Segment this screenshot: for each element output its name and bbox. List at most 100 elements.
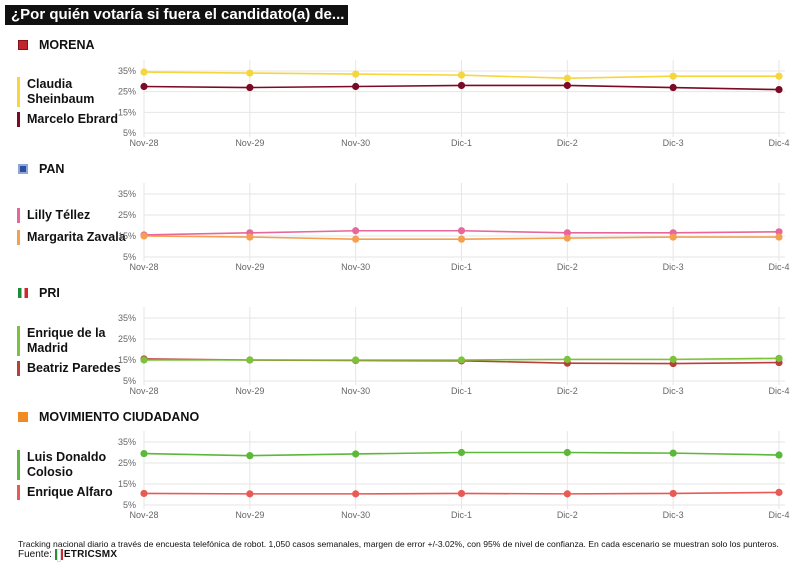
x-tick-label: Nov-30: [341, 386, 370, 396]
legend-label: Enrique Alfaro: [27, 485, 113, 499]
legend-label: Madrid: [27, 341, 68, 355]
party-header-morena: MORENA: [18, 37, 95, 53]
data-point: [352, 70, 360, 78]
y-tick-label: 25%: [118, 334, 136, 344]
legend-label: Margarita Zavala: [27, 230, 126, 244]
data-point: [140, 356, 148, 364]
y-tick-label: 35%: [118, 189, 136, 199]
metricsmx-logo: ETRICSMX: [54, 549, 117, 562]
pan-logo-icon: [18, 164, 28, 174]
data-point: [246, 233, 254, 241]
party-header-pri: PRI: [18, 285, 60, 301]
x-tick-label: Dic-1: [451, 386, 472, 396]
data-point: [352, 356, 360, 364]
x-tick-label: Dic-3: [663, 386, 684, 396]
y-tick-label: 35%: [118, 66, 136, 76]
y-tick-label: 25%: [118, 210, 136, 220]
x-tick-label: Nov-30: [341, 510, 370, 520]
party-header-pan: PAN: [18, 161, 64, 177]
x-tick-label: Dic-1: [451, 510, 472, 520]
data-point: [457, 356, 466, 364]
logo-flag-icon: [54, 549, 63, 562]
data-point: [352, 490, 360, 498]
data-point: [775, 233, 783, 241]
data-point: [457, 235, 466, 243]
x-tick-label: Nov-29: [235, 138, 264, 148]
x-tick-label: Dic-2: [557, 510, 578, 520]
data-point: [669, 449, 677, 457]
party-name: PRI: [39, 286, 60, 300]
legend-de-la-madrid: Enrique de la Madrid: [17, 326, 106, 356]
x-tick-label: Dic-4: [768, 262, 789, 272]
data-point: [352, 235, 360, 243]
data-point: [246, 69, 254, 77]
data-point: [457, 71, 466, 79]
data-point: [775, 86, 783, 94]
data-point: [457, 81, 466, 90]
x-tick-label: Nov-30: [341, 138, 370, 148]
legend-sheinbaum: Claudia Sheinbaum: [17, 77, 94, 107]
x-tick-label: Dic-3: [663, 510, 684, 520]
data-point: [457, 489, 466, 498]
legend-label: Sheinbaum: [27, 92, 95, 106]
y-tick-label: 15%: [118, 355, 136, 365]
legend-alfaro: Enrique Alfaro: [17, 485, 113, 500]
data-point: [669, 355, 677, 363]
party-header-mc: MOVIMIENTO CIUDADANO: [18, 409, 199, 425]
y-tick-label: 5%: [123, 252, 136, 262]
y-tick-label: 25%: [118, 458, 136, 468]
legend-tellez: Lilly Téllez: [17, 208, 90, 223]
data-point: [457, 448, 466, 457]
morena-logo-icon: [18, 40, 28, 50]
data-point: [669, 83, 677, 92]
legend-ebrard: Marcelo Ebrard: [17, 112, 118, 127]
source-label: Fuente:: [18, 549, 52, 560]
x-tick-label: Dic-3: [663, 262, 684, 272]
y-tick-label: 35%: [118, 437, 136, 447]
y-tick-label: 5%: [123, 128, 136, 138]
data-point: [669, 489, 677, 498]
legend-zavala: Margarita Zavala: [17, 230, 126, 245]
legend-paredes: Beatriz Paredes: [17, 361, 121, 376]
y-tick-label: 15%: [118, 479, 136, 489]
data-point: [563, 234, 571, 242]
party-name: MOVIMIENTO CIUDADANO: [39, 410, 200, 424]
data-point: [246, 490, 254, 498]
y-tick-label: 25%: [118, 87, 136, 97]
data-point: [775, 228, 783, 236]
x-tick-label: Nov-28: [129, 386, 158, 396]
data-point: [140, 82, 148, 91]
y-tick-label: 15%: [118, 231, 136, 241]
data-point: [775, 72, 783, 80]
x-tick-label: Dic-4: [768, 386, 789, 396]
data-point: [140, 232, 148, 240]
mc-logo-icon: [18, 412, 28, 422]
pri-logo-icon: [18, 288, 28, 298]
legend-colosio: Luis Donaldo Colosio: [17, 450, 106, 480]
page-title: ¿Por quién votaría si fuera el candidato…: [5, 5, 358, 25]
x-tick-label: Dic-3: [663, 138, 684, 148]
x-tick-label: Nov-28: [129, 262, 158, 272]
legend-label: Luis Donaldo: [27, 450, 107, 464]
data-point: [775, 488, 783, 496]
data-point: [563, 355, 571, 363]
data-point: [140, 449, 148, 458]
data-point: [352, 227, 360, 235]
legend-label: Beatriz Paredes: [27, 361, 121, 375]
data-point: [775, 354, 783, 362]
x-tick-label: Nov-29: [235, 510, 264, 520]
data-point: [563, 74, 571, 82]
data-point: [140, 489, 148, 498]
x-tick-label: Nov-29: [235, 386, 264, 396]
data-point: [563, 81, 571, 90]
legend-label: Marcelo Ebrard: [27, 112, 119, 126]
x-tick-label: Nov-30: [341, 262, 370, 272]
legend-label: Lilly Téllez: [27, 208, 91, 222]
legend-label: Claudia: [27, 77, 73, 91]
data-point: [246, 452, 254, 460]
data-point: [563, 229, 571, 237]
x-tick-label: Nov-29: [235, 262, 264, 272]
x-tick-label: Dic-1: [451, 138, 472, 148]
x-tick-label: Dic-1: [451, 262, 472, 272]
y-tick-label: 5%: [123, 500, 136, 510]
